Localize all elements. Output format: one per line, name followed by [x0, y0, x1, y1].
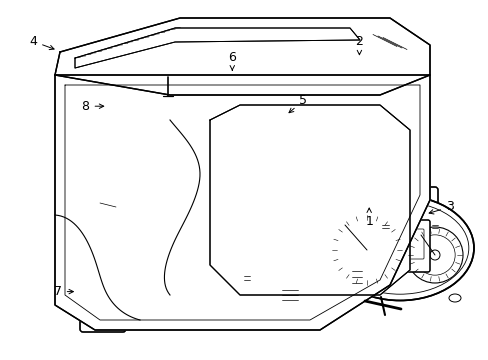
Text: 7: 7 — [54, 285, 73, 298]
FancyBboxPatch shape — [339, 256, 373, 294]
Polygon shape — [75, 28, 359, 68]
Text: 8: 8 — [81, 100, 103, 113]
Text: 2: 2 — [355, 35, 363, 55]
Text: 5: 5 — [288, 94, 306, 113]
Circle shape — [161, 63, 175, 77]
FancyBboxPatch shape — [387, 220, 429, 272]
FancyBboxPatch shape — [235, 268, 259, 288]
Polygon shape — [55, 75, 429, 330]
FancyBboxPatch shape — [247, 223, 371, 272]
Text: 3: 3 — [428, 201, 453, 214]
Polygon shape — [55, 18, 429, 95]
FancyBboxPatch shape — [268, 274, 310, 316]
Ellipse shape — [325, 195, 473, 301]
Text: 4: 4 — [29, 35, 54, 50]
FancyBboxPatch shape — [80, 298, 126, 332]
Text: 1: 1 — [365, 208, 372, 228]
Polygon shape — [209, 105, 409, 295]
FancyBboxPatch shape — [341, 187, 437, 223]
Text: 6: 6 — [228, 51, 236, 70]
